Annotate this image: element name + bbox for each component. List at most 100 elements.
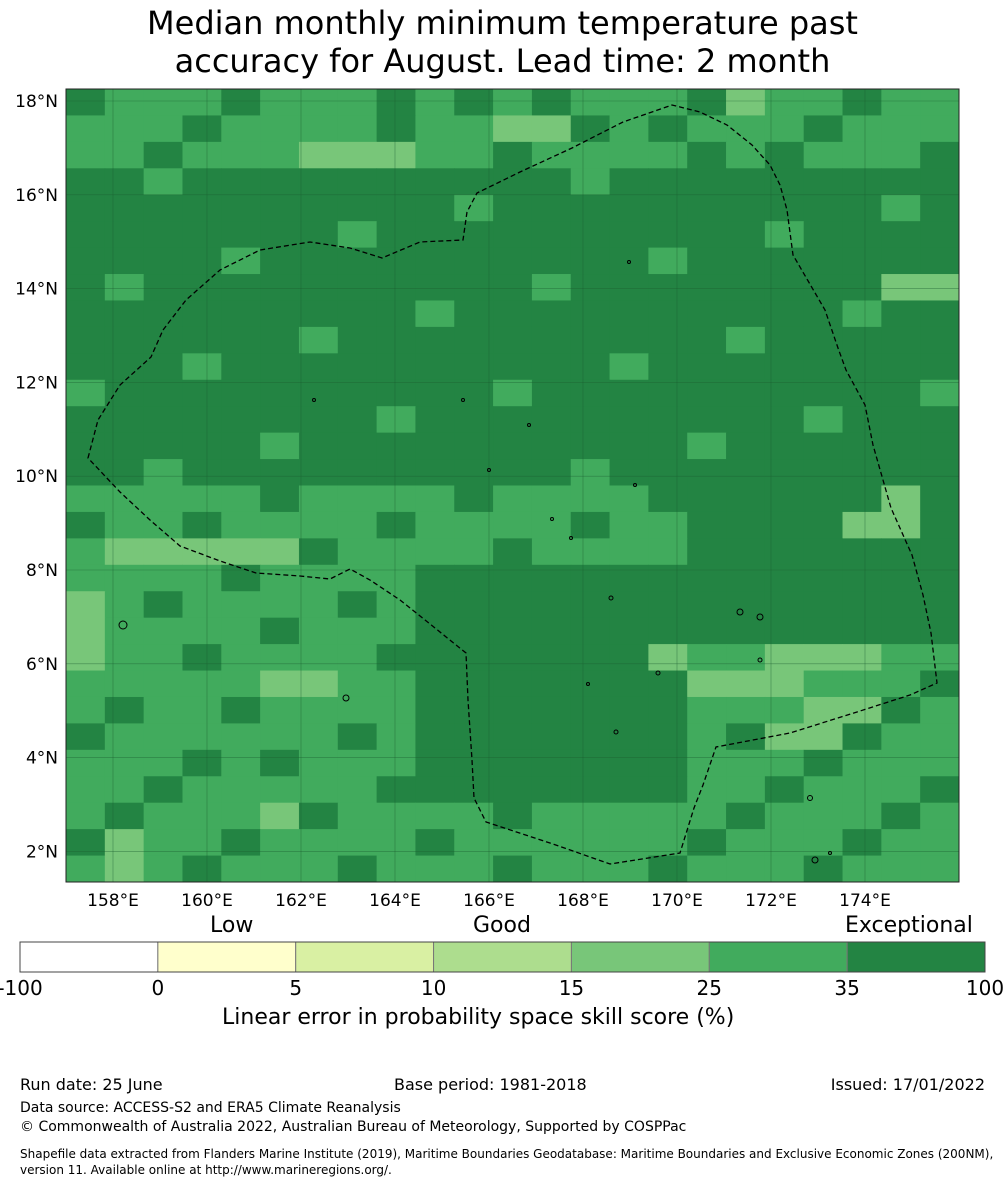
grid-cell bbox=[648, 115, 688, 143]
grid-cell bbox=[531, 274, 572, 301]
grid-cell bbox=[376, 538, 416, 566]
grid-cell bbox=[260, 855, 300, 883]
grid-cell bbox=[493, 89, 533, 116]
grid-cell bbox=[376, 617, 416, 645]
map-title-line2: accuracy for August. Lead time: 2 month bbox=[174, 42, 831, 80]
grid-cell bbox=[143, 485, 183, 513]
grid-cell bbox=[337, 617, 378, 645]
grid-cell bbox=[920, 115, 960, 143]
grid-cell bbox=[143, 802, 183, 830]
grid-cell bbox=[609, 829, 649, 857]
grid-cell bbox=[842, 326, 882, 354]
grid-cell bbox=[454, 168, 494, 196]
grid-cell bbox=[881, 300, 921, 328]
grid-cell bbox=[182, 723, 222, 751]
grid-cell bbox=[221, 670, 261, 698]
grid-cell bbox=[764, 247, 805, 275]
grid-cell bbox=[570, 406, 611, 434]
grid-cell bbox=[764, 274, 805, 301]
grid-cell bbox=[221, 723, 261, 751]
grid-cell bbox=[881, 89, 921, 116]
grid-cell bbox=[415, 141, 455, 169]
grid-cell bbox=[842, 670, 882, 698]
grid-cell bbox=[182, 749, 222, 777]
legend-swatch bbox=[433, 941, 572, 973]
grid-cell bbox=[260, 802, 300, 830]
grid-cell bbox=[221, 459, 261, 486]
grid-cell bbox=[260, 670, 300, 698]
grid-cell bbox=[143, 326, 183, 354]
legend-swatch bbox=[19, 941, 159, 973]
grid-cell bbox=[726, 564, 766, 592]
grid-cell bbox=[182, 617, 222, 645]
grid-cell bbox=[221, 115, 261, 143]
grid-cell bbox=[260, 617, 300, 645]
grid-cell bbox=[493, 141, 533, 169]
grid-cell bbox=[415, 617, 455, 645]
grid-cell bbox=[493, 300, 533, 328]
longitude-label: 166°E bbox=[463, 891, 515, 911]
grid-cell bbox=[66, 723, 106, 751]
grid-cell bbox=[687, 406, 727, 434]
grid-cell bbox=[221, 564, 261, 592]
grid-cell bbox=[260, 194, 300, 222]
legend-swatch bbox=[295, 941, 435, 973]
grid-cell bbox=[415, 485, 455, 513]
grid-cell bbox=[881, 168, 921, 196]
grid-cell bbox=[687, 274, 727, 301]
grid-cell bbox=[104, 511, 145, 539]
grid-cell bbox=[260, 459, 300, 486]
grid-cell bbox=[493, 644, 533, 672]
grid-cell bbox=[803, 459, 844, 486]
grid-cell bbox=[648, 776, 688, 804]
grid-cell bbox=[648, 379, 688, 407]
grid-cell bbox=[609, 353, 649, 381]
grid-cell bbox=[726, 829, 766, 857]
grid-cell bbox=[143, 406, 183, 434]
grid-cell bbox=[531, 247, 572, 275]
grid-cell bbox=[881, 776, 921, 804]
grid-cell bbox=[376, 802, 416, 830]
grid-cell bbox=[726, 802, 766, 830]
grid-cell bbox=[182, 829, 222, 857]
grid-cell bbox=[337, 274, 378, 301]
latitude-labels: 18°N 16°N 14°N 12°N 10°N 8°N 6°N 4°N 2°N bbox=[15, 92, 58, 862]
grid-cell bbox=[454, 855, 494, 883]
grid-cell bbox=[415, 591, 455, 619]
grid-cell bbox=[920, 644, 960, 672]
grid-cell bbox=[454, 670, 494, 698]
grid-cell bbox=[609, 802, 649, 830]
grid-cell bbox=[531, 353, 572, 381]
grid-cell bbox=[415, 723, 455, 751]
grid-cell bbox=[726, 617, 766, 645]
grid-cell bbox=[182, 406, 222, 434]
grid-cell bbox=[570, 723, 611, 751]
grid-cell bbox=[143, 300, 183, 328]
grid-cell bbox=[337, 564, 378, 592]
grid-cell bbox=[842, 485, 882, 513]
grid-cell bbox=[726, 300, 766, 328]
grid-cell bbox=[570, 617, 611, 645]
grid-cell bbox=[298, 89, 339, 116]
grid-cell bbox=[493, 247, 533, 275]
grid-cell bbox=[920, 564, 960, 592]
grid-cell bbox=[376, 459, 416, 486]
grid-cell bbox=[376, 776, 416, 804]
grid-cell bbox=[415, 379, 455, 407]
grid-cell bbox=[920, 194, 960, 222]
grid-cell bbox=[221, 538, 261, 566]
grid-cell bbox=[298, 353, 339, 381]
grid-cell bbox=[531, 670, 572, 698]
grid-cell bbox=[260, 168, 300, 196]
grid-cell bbox=[881, 221, 921, 249]
grid-cell bbox=[570, 194, 611, 222]
grid-cell bbox=[493, 221, 533, 249]
grid-cell bbox=[531, 432, 572, 460]
grid-cell bbox=[531, 459, 572, 486]
grid-cell bbox=[298, 274, 339, 301]
grid-cell bbox=[104, 591, 145, 619]
grid-cell bbox=[221, 406, 261, 434]
grid-cell bbox=[66, 644, 106, 672]
grid-cell bbox=[687, 802, 727, 830]
grid-cell bbox=[609, 776, 649, 804]
